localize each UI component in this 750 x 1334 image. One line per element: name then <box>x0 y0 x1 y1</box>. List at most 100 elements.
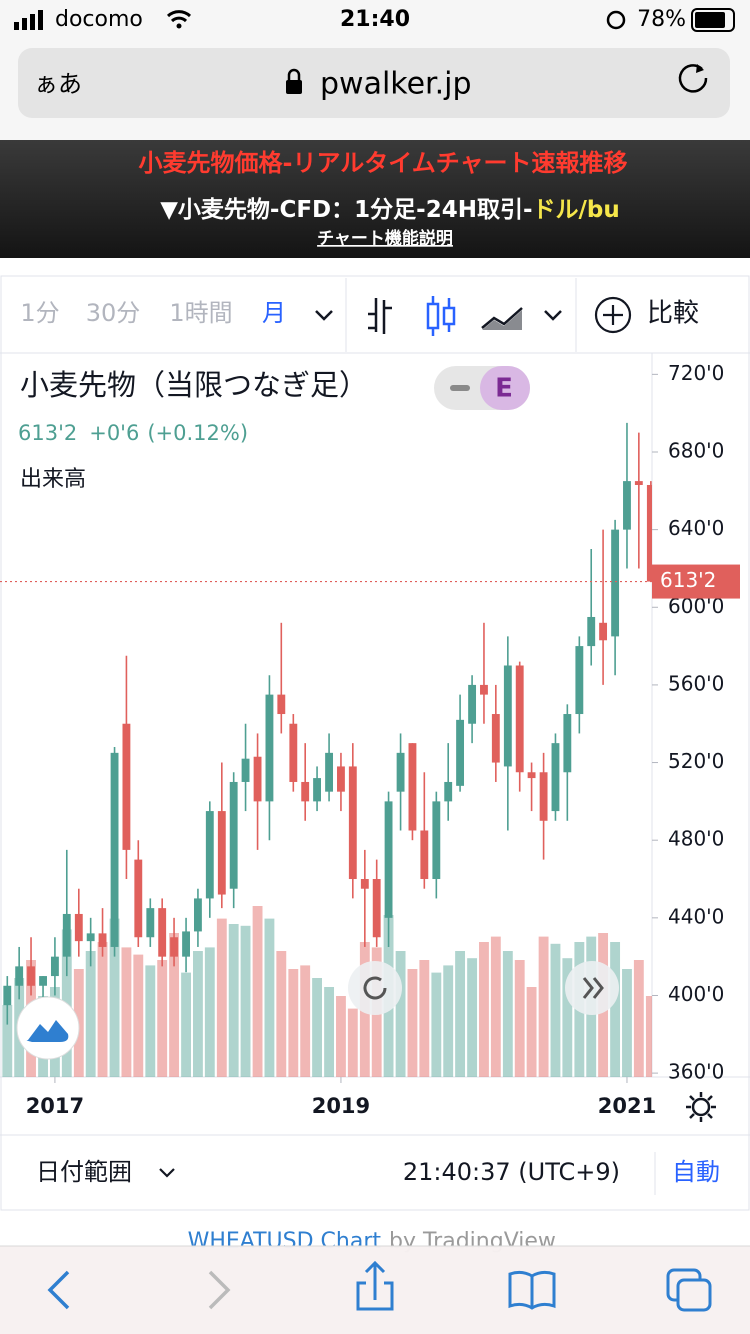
candle-body <box>384 801 393 918</box>
bookmarks-button[interactable] <box>508 1270 556 1310</box>
compare-button[interactable]: 比較 <box>647 299 699 329</box>
y-tick-label: 400'0 <box>668 982 724 1006</box>
candle-body <box>539 772 548 821</box>
interval-dropdown[interactable] <box>315 310 333 321</box>
candle-body <box>241 758 250 782</box>
candle-body <box>587 616 596 647</box>
candle-body <box>229 781 238 889</box>
last-price-label: 613'2 <box>660 568 716 592</box>
interval-active[interactable]: 月 <box>262 299 286 327</box>
url-bar[interactable] <box>18 48 730 118</box>
last-price-box <box>652 564 740 599</box>
candle-body <box>110 752 119 947</box>
date-range[interactable]: 日付範囲 <box>36 1158 132 1186</box>
reload-icon[interactable] <box>678 64 708 93</box>
volume-bar <box>2 1005 13 1077</box>
candle-body <box>503 665 512 767</box>
candle-body <box>480 684 488 695</box>
x-tick-label: 2019 <box>312 1094 370 1118</box>
volume-bar <box>240 925 251 1077</box>
volume-bar <box>395 951 406 1077</box>
interval[interactable]: 1時間 <box>169 299 232 327</box>
y-tick-label: 480'0 <box>668 827 724 851</box>
y-tick-label: 440'0 <box>668 904 724 928</box>
banner-subtitle: ▼小麦先物-CFD：1分足-24H取引-ドル/bu <box>160 196 620 223</box>
interval[interactable]: 1分 <box>20 299 59 327</box>
candle-body <box>217 811 226 895</box>
volume-bar <box>181 972 191 1077</box>
legend-price: 613'2 <box>18 421 77 445</box>
auto-button[interactable]: 自動 <box>672 1158 720 1186</box>
candle-body <box>193 898 202 932</box>
tv-logo[interactable] <box>16 996 80 1060</box>
volume-bar <box>97 942 108 1077</box>
banner-title: 小麦先物価格-リアルタイムチャート速報推移 <box>139 149 628 177</box>
volume-bar <box>490 936 501 1077</box>
candle-body <box>86 933 95 942</box>
text-size-button[interactable]: ぁあ <box>34 70 82 98</box>
y-tick-label: 640'0 <box>668 516 724 540</box>
volume-bar <box>336 996 346 1077</box>
area-style-icon[interactable] <box>481 307 523 329</box>
lock-icon <box>286 68 302 94</box>
share-button[interactable] <box>356 1260 394 1311</box>
widget <box>0 275 750 1211</box>
candle-body <box>277 694 286 715</box>
candle-body <box>563 714 572 773</box>
forward-button[interactable] <box>208 1270 231 1310</box>
battery <box>691 8 735 32</box>
interval[interactable]: 30分 <box>86 299 141 327</box>
volume-bar <box>312 978 322 1077</box>
back-button[interactable] <box>47 1270 70 1310</box>
date-range-dropdown[interactable] <box>159 1168 175 1178</box>
candle-body <box>551 743 560 812</box>
candle-body <box>634 481 643 485</box>
candle-body <box>98 933 107 947</box>
candle-body <box>372 879 381 938</box>
volume-bar <box>264 918 275 1077</box>
settings-icon[interactable] <box>686 1092 716 1122</box>
reload-arrow <box>696 64 704 73</box>
candle-body <box>420 830 429 880</box>
volume-bar <box>121 947 132 1077</box>
volume-bar <box>324 987 335 1077</box>
compare-icon[interactable] <box>594 296 632 334</box>
candle-body <box>456 719 465 786</box>
help-link[interactable]: チャート機能説明 <box>317 228 453 249</box>
y-tick-label: 360'0 <box>668 1060 724 1084</box>
candle-body <box>646 484 652 582</box>
candle-body <box>468 684 477 724</box>
volume-bar <box>192 951 203 1077</box>
volume-bar <box>216 918 227 1077</box>
url[interactable]: pwalker.jp <box>320 67 472 102</box>
volume-bar <box>443 965 454 1077</box>
volume-bar <box>133 954 144 1077</box>
bar-style-icon[interactable] <box>368 298 392 334</box>
x-tick-label: 2017 <box>26 1094 84 1118</box>
volume-bar <box>276 951 287 1077</box>
reset-icon <box>363 976 387 1000</box>
candle-body <box>50 956 59 977</box>
scroll-icon <box>582 977 604 999</box>
candle-body <box>62 913 71 957</box>
style-dropdown[interactable] <box>544 310 562 321</box>
volume-bar <box>419 960 430 1077</box>
candle-style-icon[interactable] <box>426 296 456 336</box>
candle-body <box>515 665 524 773</box>
volume-bar <box>479 942 489 1077</box>
candle-body <box>313 778 321 802</box>
volume-bar <box>610 942 621 1077</box>
reset-button[interactable] <box>348 961 402 1015</box>
banner <box>0 140 750 258</box>
subtitle-text: ▼小麦先物-CFD：1分足-24H取引- <box>160 196 532 223</box>
tabs-button[interactable] <box>666 1268 712 1312</box>
badge: E <box>495 374 513 404</box>
volume-bar <box>228 924 239 1077</box>
y-tick-label: 720'0 <box>668 361 724 385</box>
candle-body <box>360 879 369 889</box>
symbol-title: 小麦先物（当限つなぎ足） <box>20 368 368 402</box>
volume-bar <box>109 918 120 1077</box>
volume-bar <box>467 958 478 1077</box>
candle-body <box>337 766 345 792</box>
